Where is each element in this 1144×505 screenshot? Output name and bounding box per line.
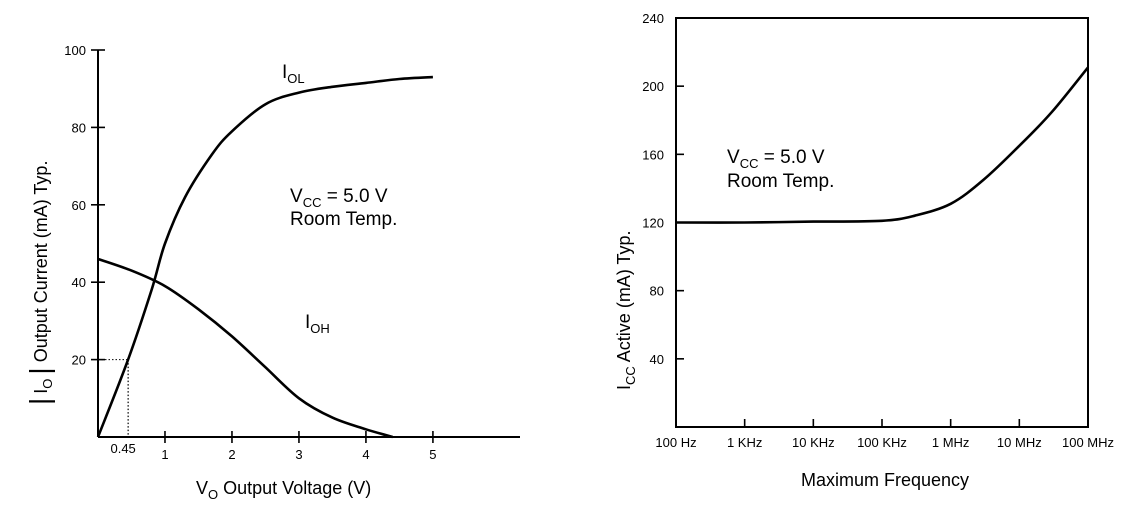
- left-x-tick-label: 4: [362, 447, 369, 462]
- right-y-tick-label: 200: [642, 79, 664, 94]
- left-x-tick-label: 1: [161, 447, 168, 462]
- left-annotation-vcc: VCC = 5.0 V: [290, 186, 388, 210]
- right-x-tick-label: 10 MHz: [997, 435, 1042, 450]
- left-y-tick-label: 20: [72, 353, 86, 368]
- left-x-tick-label: 2: [228, 447, 235, 462]
- left-y-tick-label: 40: [72, 275, 86, 290]
- right-x-axis-title: Maximum Frequency: [801, 470, 969, 490]
- right-y-ticks: 40 80 120 160 200 240: [642, 11, 684, 367]
- right-annotation-vcc: VCC = 5.0 V: [727, 147, 825, 171]
- right-y-tick-label: 80: [650, 284, 664, 299]
- right-x-tick-label: 100 Hz: [655, 435, 696, 450]
- series-line-iol: [96, 75, 433, 438]
- right-x-tick-label: 100 KHz: [857, 435, 907, 450]
- left-x-tick-label: 0.45: [110, 441, 135, 456]
- right-x-tick-label: 100 MHz: [1062, 435, 1114, 450]
- left-y-axis-title: |IO| Output Current (mA) Typ.: [24, 161, 55, 405]
- left-chart: 20 40 60 80 100 0.45 1 2 3 4 5 IOL IOH VCC = 5.0 …: [24, 43, 520, 502]
- right-annotation-temp: Room Temp.: [727, 171, 834, 192]
- series-label-iol: IOL: [282, 62, 305, 86]
- left-y-ticks: 20 40 60 80 100: [64, 43, 105, 368]
- left-x-tick-label: 3: [295, 447, 302, 462]
- left-y-tick-label: 100: [64, 43, 86, 58]
- right-y-tick-label: 240: [642, 11, 664, 26]
- right-x-tick-label: 1 KHz: [727, 435, 762, 450]
- right-x-ticks: 100 Hz 1 KHz 10 KHz 100 KHz 1 MHz 10 MHz 100 M…: [655, 419, 1114, 450]
- left-x-tick-label: 5: [429, 447, 436, 462]
- series-line-icc: [675, 66, 1090, 224]
- left-y-tick-label: 60: [72, 198, 86, 213]
- series-label-ioh: IOH: [305, 312, 330, 336]
- right-y-tick-label: 40: [650, 352, 664, 367]
- right-x-tick-label: 1 MHz: [932, 435, 970, 450]
- right-chart: 40 80 120 160 200 240 100 Hz 1 KHz 10 KHz 100 KH…: [614, 11, 1114, 490]
- left-x-ticks: 0.45 1 2 3 4 5: [110, 431, 437, 462]
- right-y-tick-label: 120: [642, 216, 664, 231]
- right-x-tick-label: 10 KHz: [792, 435, 835, 450]
- series-line-ioh: [97, 257, 394, 439]
- left-x-axis-title: VO Output Voltage (V): [196, 478, 371, 502]
- left-annotation-temp: Room Temp.: [290, 209, 397, 230]
- left-y-tick-label: 80: [72, 120, 86, 135]
- right-y-axis-title: ICC Active (mA) Typ.: [614, 231, 638, 391]
- right-y-tick-label: 160: [642, 147, 664, 162]
